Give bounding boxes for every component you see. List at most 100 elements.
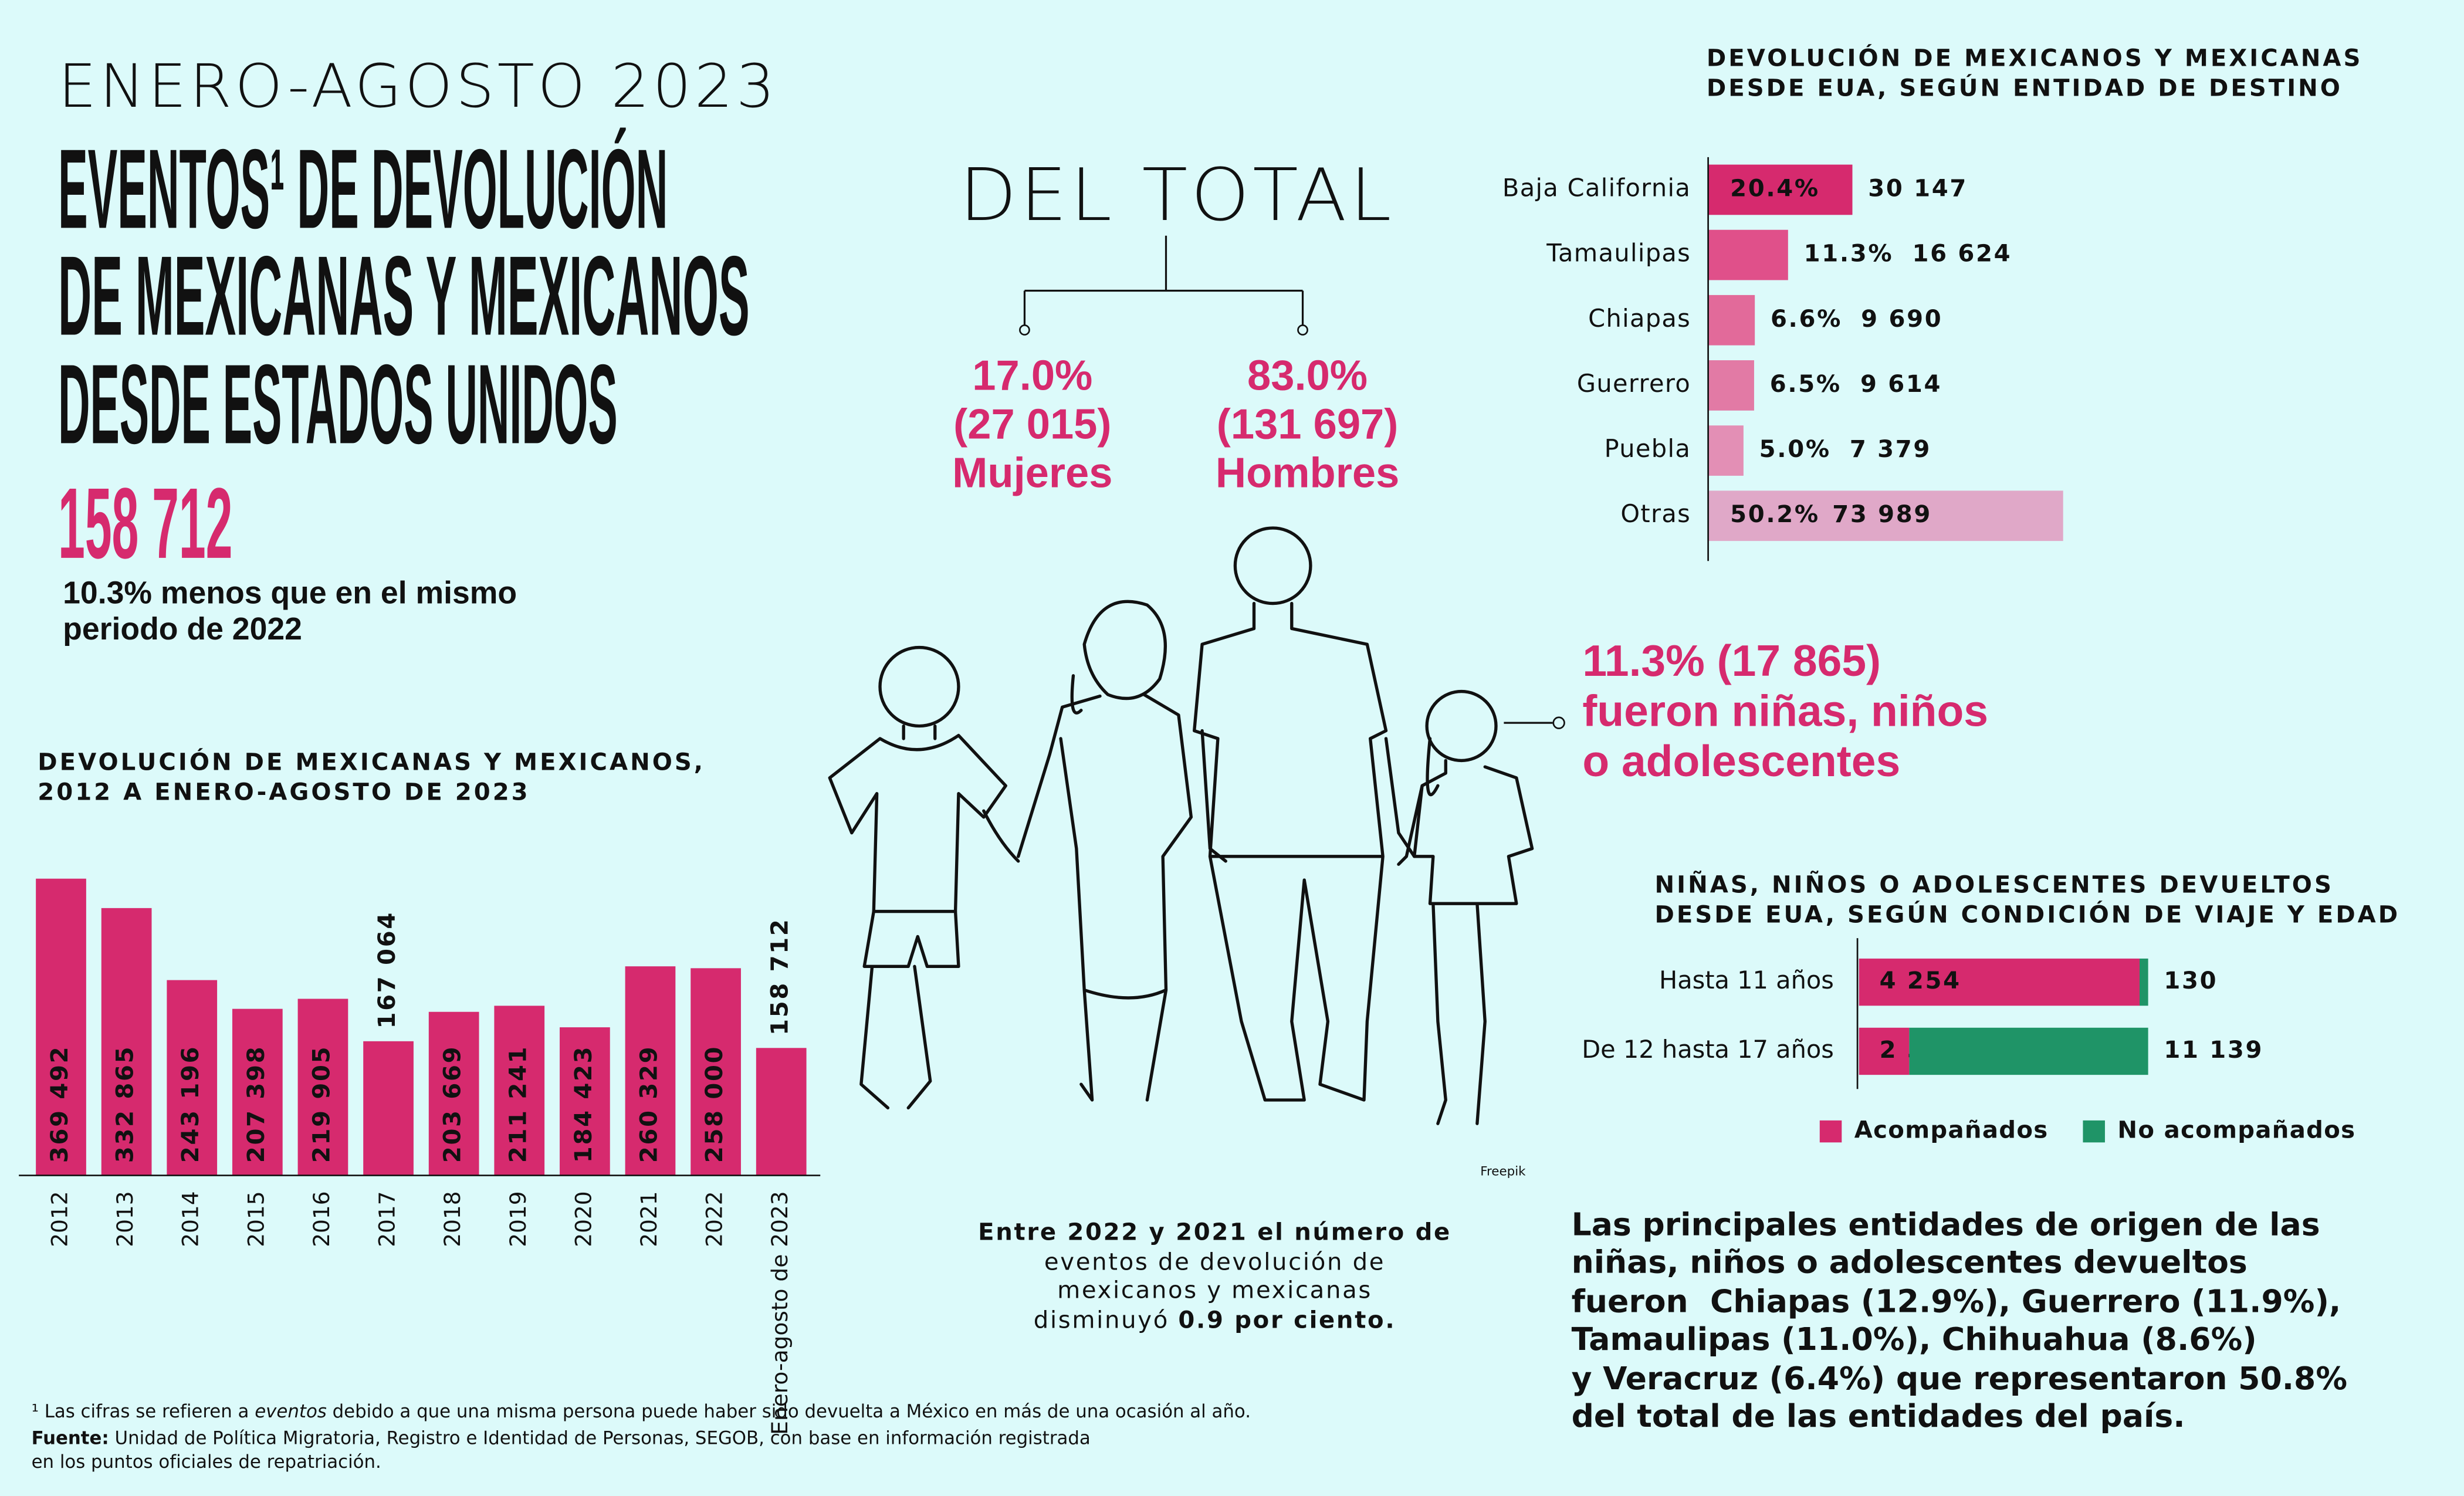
value-label: 130 bbox=[2164, 967, 2218, 994]
value-label: 203 669 bbox=[439, 1045, 466, 1163]
x-tick-label: 2018 bbox=[439, 1191, 465, 1247]
x-tick-label: 2013 bbox=[112, 1191, 138, 1247]
bar-segment bbox=[1859, 1027, 1910, 1075]
change: 10.3% menos que en el mismo bbox=[63, 576, 517, 611]
bar-segment bbox=[2139, 958, 2148, 1006]
footnote: Fuente: Unidad de Política Migratoria, R… bbox=[32, 1428, 1091, 1449]
origin-text: fueron Chiapas (12.9%), Guerrero (11.9%)… bbox=[1572, 1283, 2341, 1320]
bar bbox=[625, 966, 676, 1176]
value-label: 219 905 bbox=[308, 1045, 335, 1163]
bar bbox=[1708, 360, 1754, 411]
total: 158 712 bbox=[58, 468, 232, 580]
bar-segment bbox=[1859, 958, 2140, 1006]
value-label: 6.6% bbox=[1771, 306, 1842, 333]
bar bbox=[1708, 164, 1853, 215]
value-label: 50.2% bbox=[1730, 501, 1820, 528]
bar bbox=[691, 968, 741, 1176]
chart-title: DESDE EUA, SEGÚN ENTIDAD DE DESTINO bbox=[1707, 73, 2343, 101]
value-label: 11.3% bbox=[1804, 241, 1894, 268]
callout-dot bbox=[1552, 716, 1565, 729]
category-label: De 12 hasta 17 años bbox=[1582, 1035, 1834, 1064]
value-label: 258 000 bbox=[701, 1045, 728, 1163]
value-label: 11 139 bbox=[2164, 1037, 2263, 1064]
count-label: 9 690 bbox=[1861, 306, 1942, 333]
value-label: 369 492 bbox=[46, 1045, 73, 1163]
change: periodo de 2022 bbox=[63, 612, 302, 647]
main-title: EVENTOS¹ DE DEVOLUCIÓN bbox=[58, 125, 668, 252]
count-label: 7 379 bbox=[1850, 436, 1931, 463]
value-label: 211 241 bbox=[505, 1045, 532, 1163]
origin-text: y Veracruz (6.4%) que representaron 50.8… bbox=[1572, 1360, 2347, 1397]
value-label: 5.0% bbox=[1759, 436, 1831, 463]
value-label: 207 398 bbox=[243, 1045, 270, 1163]
chart-title: NIÑAS, NIÑOS O ADOLESCENTES DEVUELTOS bbox=[1655, 870, 2334, 898]
category-label: Baja California bbox=[1502, 173, 1691, 202]
x-tick-label: 2021 bbox=[636, 1191, 662, 1247]
bar bbox=[756, 1048, 807, 1176]
value-label: 243 196 bbox=[177, 1045, 204, 1163]
summary-text: eventos de devolución de bbox=[1044, 1248, 1385, 1275]
men-count: (131 697) bbox=[1217, 401, 1399, 448]
x-tick-label: 2014 bbox=[178, 1191, 204, 1247]
legend-swatch bbox=[2083, 1120, 2105, 1143]
origin-text: Tamaulipas (11.0%), Chihuahua (8.6%) bbox=[1572, 1321, 2257, 1358]
bar bbox=[494, 1006, 545, 1176]
del-total-title: DEL TOTAL bbox=[959, 154, 1395, 238]
count-label: 30 147 bbox=[1868, 175, 1968, 202]
period: ENERO-AGOSTO 2023 bbox=[58, 52, 778, 121]
origin-text: del total de las entidades del país. bbox=[1572, 1397, 2185, 1434]
x-tick-label: 2015 bbox=[243, 1191, 269, 1247]
count-label: 16 624 bbox=[1912, 241, 2012, 268]
x-tick-label: 2019 bbox=[505, 1191, 531, 1247]
chart-title: DEVOLUCIÓN DE MEXICANAS Y MEXICANOS, bbox=[38, 748, 705, 776]
tree-dot bbox=[1019, 324, 1030, 336]
chart-title: 2012 A ENERO-AGOSTO DE 2023 bbox=[38, 779, 530, 805]
bar bbox=[428, 1011, 479, 1176]
women-count: (27 015) bbox=[953, 401, 1111, 448]
x-tick-label: Enero-agosto de 2023 bbox=[767, 1191, 793, 1434]
value-label: 332 865 bbox=[112, 1045, 139, 1163]
summary-text: disminuyó 0.9 por ciento. bbox=[1034, 1307, 1396, 1333]
women-label: Mujeres bbox=[952, 449, 1112, 496]
children-note: fueron niñas, niños bbox=[1582, 686, 1988, 736]
category-label: Otras bbox=[1620, 499, 1691, 528]
tree-connector bbox=[1023, 235, 1304, 326]
x-tick-label: 2012 bbox=[47, 1191, 73, 1247]
summary-text: mexicanos y mexicanas bbox=[1057, 1277, 1372, 1304]
bar bbox=[1708, 295, 1755, 346]
bar bbox=[1708, 229, 1788, 280]
men-percent: 83.0% bbox=[1247, 352, 1368, 399]
men-label: Hombres bbox=[1216, 449, 1399, 496]
value-label: 20.4% bbox=[1730, 175, 1820, 202]
bar bbox=[232, 1008, 283, 1176]
x-tick-label: 2016 bbox=[309, 1191, 334, 1247]
category-label: Tamaulipas bbox=[1546, 239, 1691, 268]
tree-dot bbox=[1297, 324, 1308, 336]
value-label: 184 423 bbox=[570, 1045, 597, 1163]
footnote: en los puntos oficiales de repatriación. bbox=[32, 1451, 381, 1473]
family-illustration bbox=[828, 526, 1534, 1125]
children-note: 11.3% (17 865) bbox=[1582, 636, 1881, 685]
count-label: 73 989 bbox=[1832, 501, 1932, 528]
chart-title: DESDE EUA, SEGÚN CONDICIÓN DE VIAJE Y ED… bbox=[1655, 900, 2401, 928]
legend-label: No acompañados bbox=[2117, 1117, 2355, 1144]
legend-label: Acompañados bbox=[1854, 1117, 2049, 1144]
value-label: 260 329 bbox=[635, 1045, 662, 1163]
bar bbox=[1708, 425, 1744, 476]
bar bbox=[297, 999, 348, 1176]
value-label: 167 064 bbox=[374, 911, 401, 1028]
origin-text: niñas, niños o adolescentes devueltos bbox=[1572, 1244, 2248, 1281]
category-label: Guerrero bbox=[1577, 369, 1691, 398]
footnote: ¹ Las cifras se refieren a eventos debid… bbox=[32, 1401, 1251, 1422]
category-label: Chiapas bbox=[1588, 304, 1691, 333]
x-tick-label: 2017 bbox=[374, 1191, 400, 1247]
bar bbox=[560, 1027, 610, 1176]
women-percent: 17.0% bbox=[972, 352, 1092, 399]
bar bbox=[101, 908, 152, 1176]
bar-segment bbox=[1909, 1027, 2148, 1075]
category-label: Hasta 11 años bbox=[1659, 966, 1834, 994]
